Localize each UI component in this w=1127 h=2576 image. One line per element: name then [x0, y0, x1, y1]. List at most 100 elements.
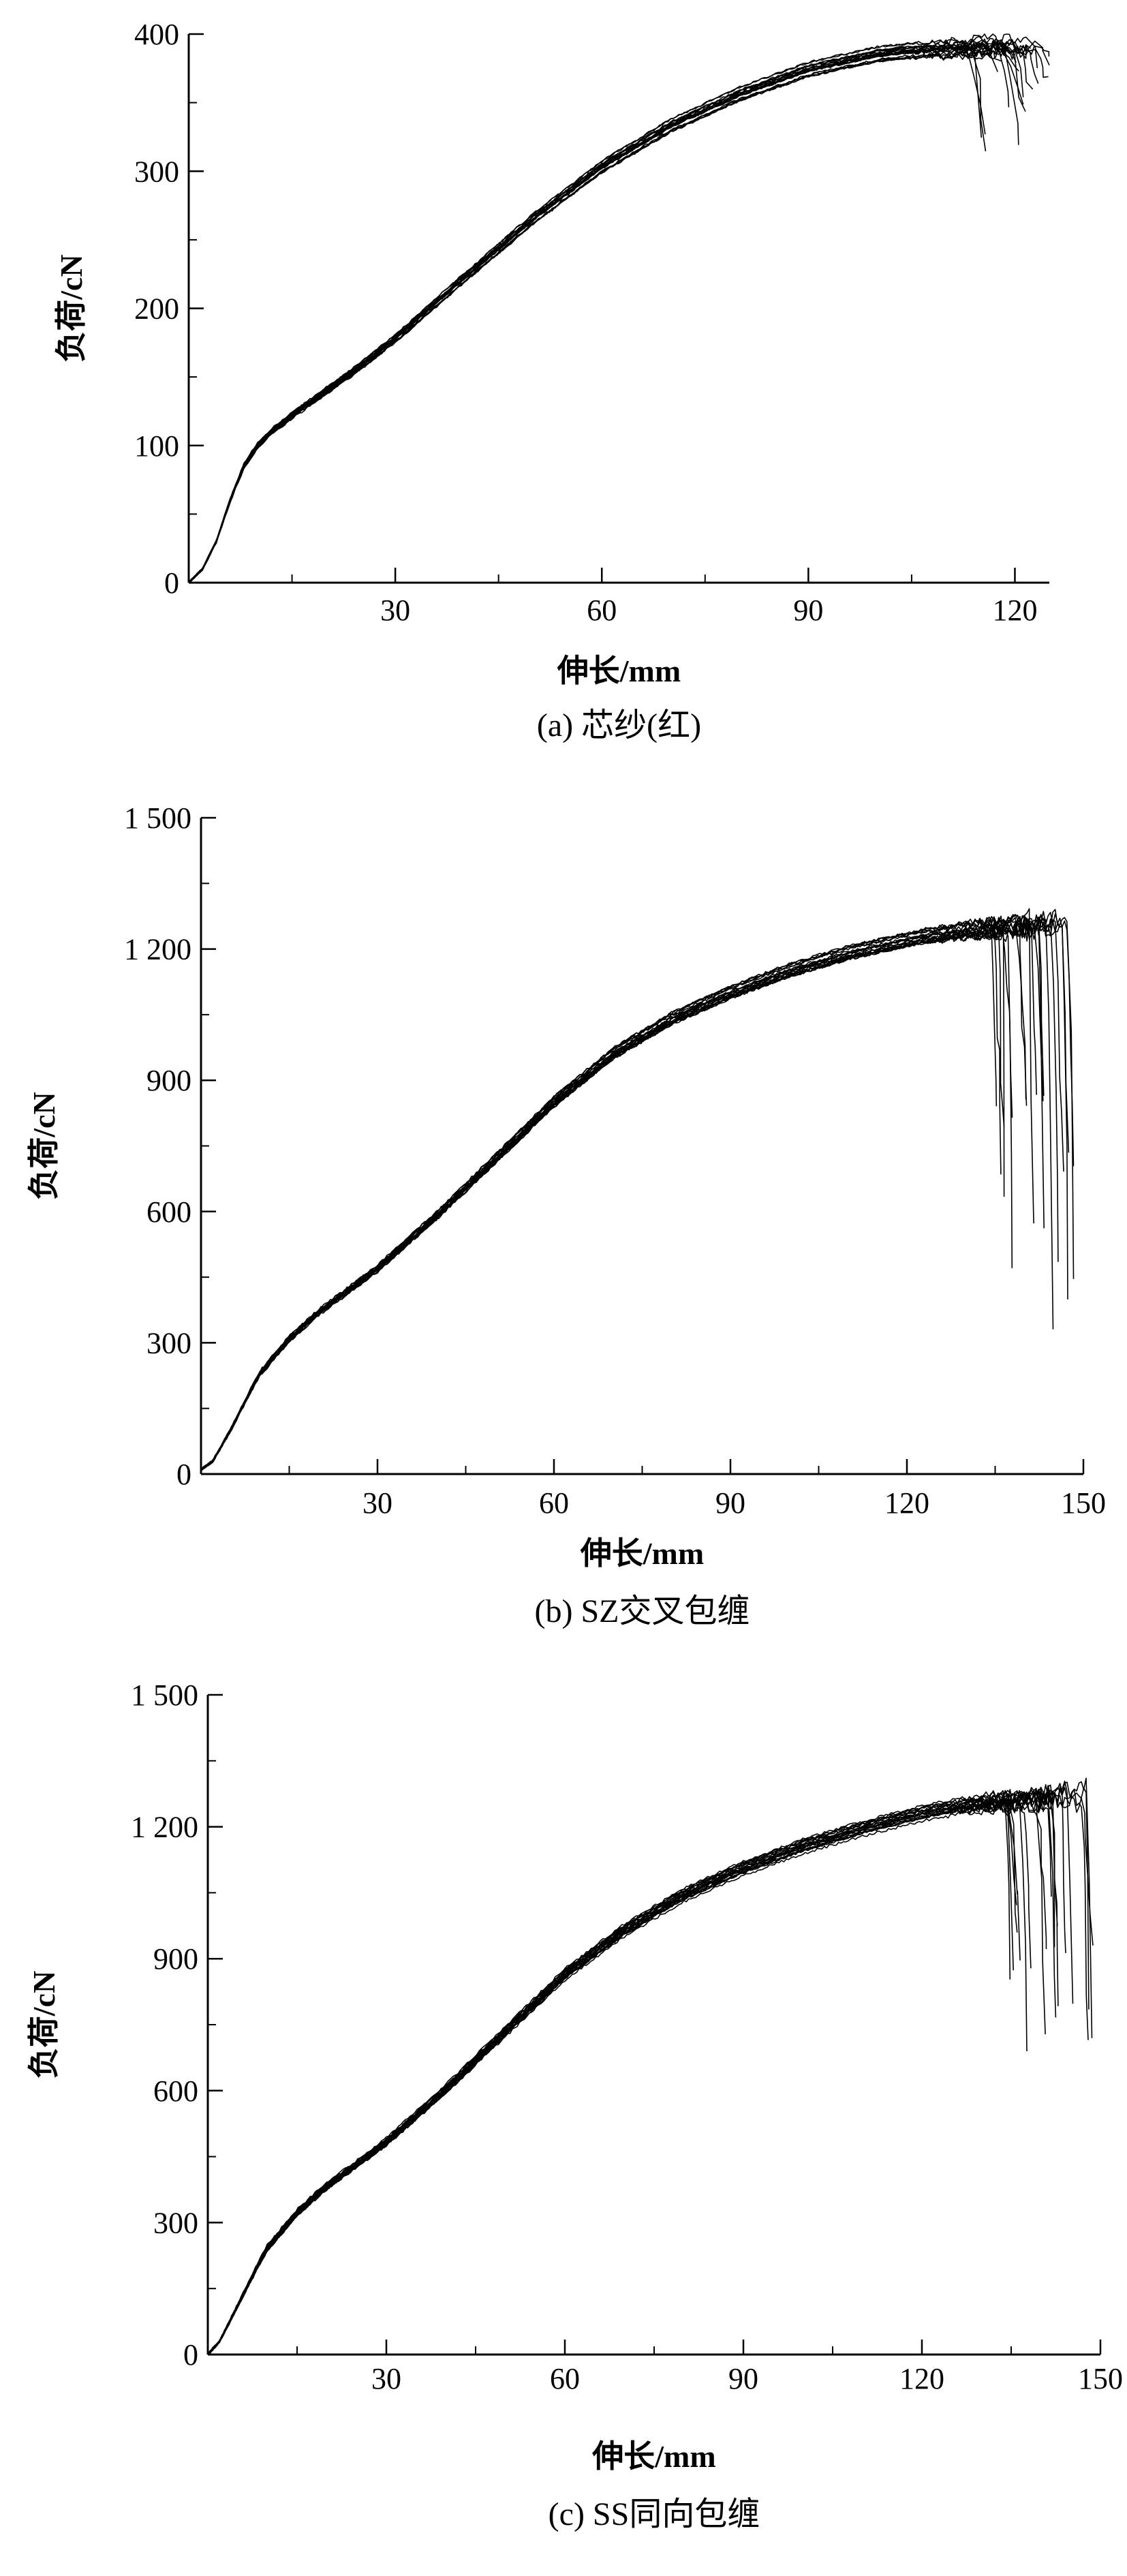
x-tick-label: 30: [371, 2362, 401, 2395]
series-line: [207, 1797, 1018, 2355]
series-line: [207, 1797, 1021, 2355]
x-axis-title: 伸长/mm: [557, 654, 681, 688]
x-tick-label: 30: [380, 594, 410, 627]
y-axis-title: 负荷/cN: [27, 1092, 61, 1199]
series-line: [188, 45, 998, 583]
series-line: [200, 908, 1034, 1471]
series-line: [207, 1789, 1057, 2355]
x-tick-label: 120: [992, 594, 1037, 627]
y-tick-label: 200: [134, 292, 179, 326]
x-axis-title: 伸长/mm: [580, 1536, 704, 1571]
series-line: [188, 42, 1024, 583]
series-line: [200, 923, 1013, 1471]
y-tick-label: 100: [134, 429, 179, 463]
y-tick-label: 600: [153, 2074, 198, 2108]
x-tick-label: 90: [715, 1486, 745, 1520]
series-line: [200, 915, 1013, 1470]
series-line: [200, 921, 1044, 1471]
series-line: [207, 1798, 1052, 2355]
series-line: [200, 925, 1005, 1470]
x-tick-label: 90: [728, 2362, 758, 2395]
y-tick-label: 0: [183, 2338, 198, 2372]
y-axis-title: 负荷/cN: [54, 254, 89, 362]
series-line: [200, 914, 1045, 1471]
series-line: [207, 1806, 1032, 2355]
y-tick-label: 900: [146, 1064, 191, 1097]
series-line: [207, 1800, 1014, 2355]
series-line: [188, 37, 1019, 583]
series-line: [207, 1791, 1046, 2355]
series-line: [188, 44, 1049, 583]
series-line: [207, 1784, 1055, 2355]
x-tick-label: 30: [362, 1486, 392, 1520]
y-tick-label: 1 200: [131, 1811, 198, 1844]
series-line: [200, 916, 1059, 1470]
series-line: [207, 1788, 1090, 2355]
x-tick-label: 60: [550, 2362, 580, 2395]
x-tick-label: 150: [1078, 2362, 1123, 2395]
x-tick-label: 150: [1061, 1486, 1106, 1520]
series-line: [200, 922, 1037, 1471]
series-line: [200, 915, 1054, 1471]
series-line: [188, 45, 1050, 583]
series-line: [200, 917, 1064, 1471]
series-line: [200, 910, 1075, 1469]
y-tick-label: 900: [153, 1942, 198, 1976]
y-tick-label: 1 200: [124, 933, 191, 966]
series-line: [188, 38, 1026, 583]
x-tick-label: 60: [539, 1486, 569, 1520]
series-line: [188, 41, 986, 583]
series-line: [200, 922, 1028, 1471]
series-line: [188, 44, 1032, 583]
series-line: [200, 932, 998, 1471]
series-line: [188, 46, 987, 583]
series-line: [188, 40, 1050, 583]
series-line: [188, 39, 1039, 583]
series-line: [207, 1780, 1074, 2355]
series-line: [207, 1797, 1028, 2355]
series-line: [207, 1798, 1047, 2355]
y-tick-label: 400: [134, 18, 179, 51]
series-line: [200, 914, 1027, 1470]
panel-caption: (c) SS同向包缠: [549, 2496, 760, 2532]
y-tick-label: 300: [146, 1326, 191, 1360]
x-tick-label: 120: [899, 2362, 944, 2395]
series-line: [207, 1788, 1058, 2355]
series-line: [207, 1788, 1066, 2355]
series-line: [200, 929, 1005, 1471]
x-tick-label: 90: [793, 594, 823, 627]
series-line: [188, 35, 1019, 583]
panel-3: 0 300 600 900 1 200 1 500 30 60 90 120 150 伸长/mm 负荷/…: [27, 1678, 1123, 2532]
series-line: [207, 1796, 1059, 2355]
series-line: [188, 46, 1010, 583]
series-line: [200, 917, 1075, 1472]
series-line: [207, 1798, 1011, 2355]
y-tick-label: 300: [134, 155, 179, 188]
series-line: [207, 1798, 1017, 2355]
y-axis-title: 负荷/cN: [27, 1971, 61, 2079]
x-axis-title: 伸长/mm: [591, 2439, 715, 2474]
series-line: [188, 42, 1017, 583]
y-tick-label: 1 500: [124, 801, 191, 835]
panel-caption: (b) SZ交叉包缠: [535, 1593, 750, 1629]
x-tick-label: 120: [884, 1486, 929, 1520]
series-line: [188, 40, 1024, 583]
series-line: [188, 33, 1038, 583]
panel-1: 0 100 200 300 400 30 60 90 120 伸长/mm 负荷/cN (a) 芯纱(红…: [54, 18, 1050, 743]
series-line: [200, 916, 1002, 1469]
y-tick-label: 300: [153, 2206, 198, 2239]
series-line: [200, 919, 1045, 1471]
y-tick-label: 1 500: [131, 1678, 198, 1712]
panel-caption: (a) 芯纱(红): [537, 707, 701, 743]
y-tick-label: 600: [146, 1195, 191, 1229]
series-line: [200, 917, 1070, 1471]
series-line: [188, 40, 1010, 583]
y-tick-label: 0: [176, 1458, 191, 1491]
y-tick-label: 0: [164, 566, 179, 600]
series-line: [200, 908, 1068, 1471]
series-line: [188, 49, 1002, 583]
series-line: [188, 39, 1034, 583]
series-line: [188, 39, 983, 583]
series-line: [207, 1781, 1094, 2355]
